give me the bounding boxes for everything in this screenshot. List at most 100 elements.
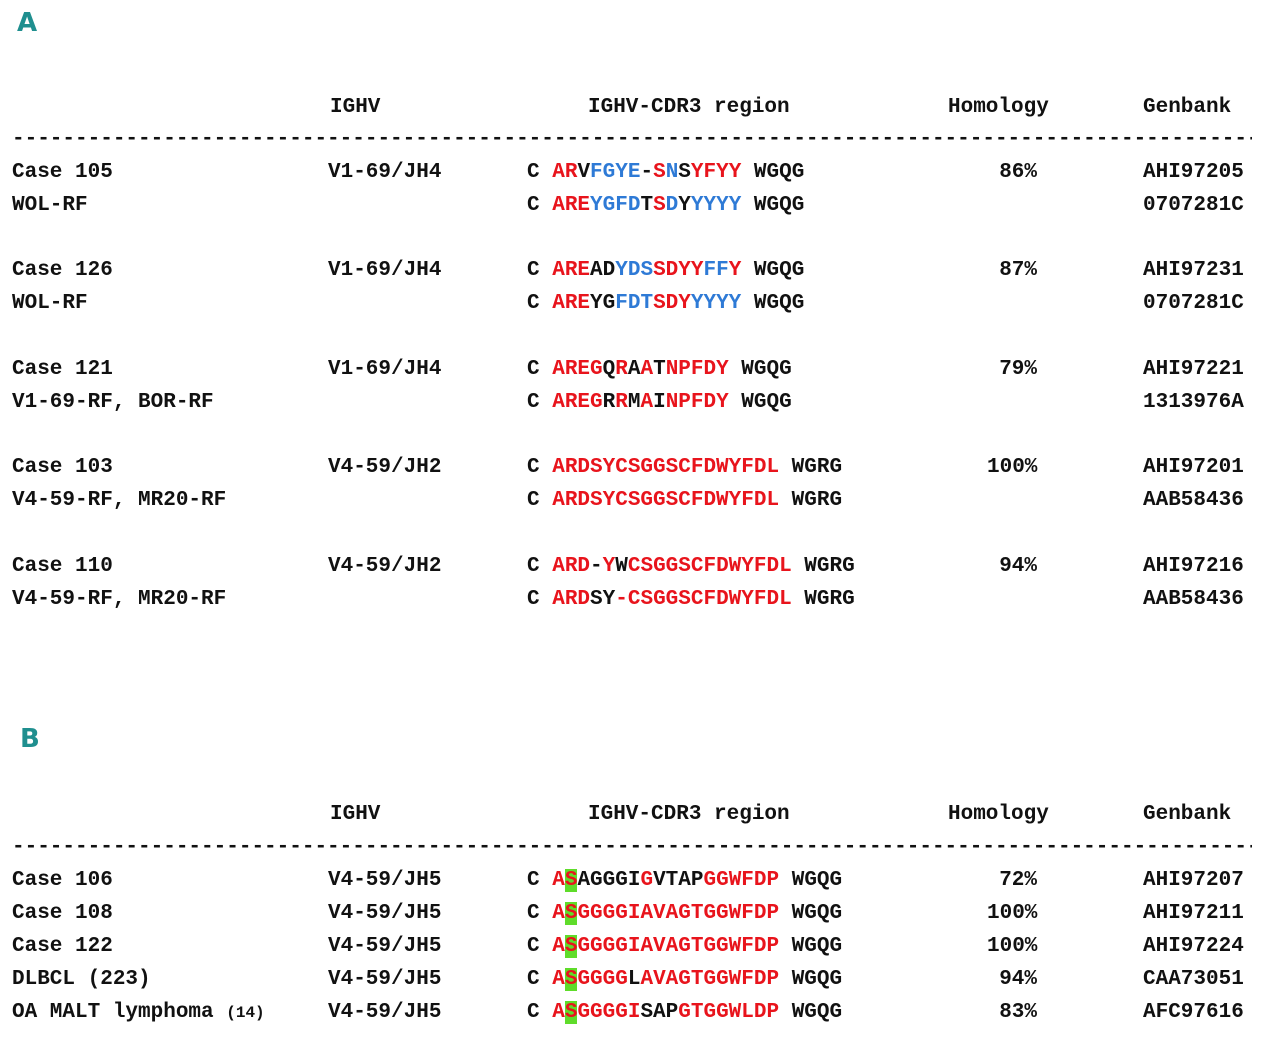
sequence-segment: SAP xyxy=(640,1001,679,1024)
sequence-segment: R xyxy=(615,358,628,381)
alignment-row: WOL-RF C AREYGFDTSDYYYYY WGQG 0707281C xyxy=(0,194,1280,222)
sequence-segment: ARE xyxy=(552,259,591,282)
genbank-accession: AHI97207 xyxy=(1143,869,1244,892)
genbank-accession: AAB58436 xyxy=(1143,489,1244,512)
sequence-segment: AD xyxy=(590,259,616,282)
homology-value: 94% xyxy=(999,968,1037,991)
sequence-segment: WGQG xyxy=(779,902,843,925)
sequence-segment: T xyxy=(653,358,666,381)
sequence-segment: ARD xyxy=(552,555,591,578)
sequence-segment: D xyxy=(665,194,679,217)
sequence-segment: FGYE xyxy=(590,161,641,184)
alignment-row: WOL-RF C AREYGFDTSDYYYYY WGQG 0707281C xyxy=(0,292,1280,320)
sequence-segment: AREG xyxy=(552,358,603,381)
genbank-accession: AHI97211 xyxy=(1143,902,1244,925)
sequence-segment: WGQG xyxy=(779,968,843,991)
sequence-segment: WGQG xyxy=(779,1001,843,1024)
sequence-segment: V xyxy=(577,161,591,184)
sequence-segment: S xyxy=(678,161,691,184)
cdr3-sequence: C ASGGGGISAPGTGGWLDP WGQG xyxy=(527,1001,842,1024)
sequence-segment: WGQG xyxy=(728,358,792,381)
ighv-gene: V4-59/JH5 xyxy=(328,935,442,958)
sequence-segment: A xyxy=(552,1001,565,1024)
alignment-row: V4-59-RF, MR20-RF C ARDSYCSGGSCFDWYFDL WG… xyxy=(0,489,1280,517)
sequence-segment: - xyxy=(640,161,654,184)
genbank-accession: AHI97221 xyxy=(1143,358,1244,381)
genbank-accession: AHI97231 xyxy=(1143,259,1244,282)
sequence-segment: WGRG xyxy=(791,555,855,578)
sequence-segment: N xyxy=(665,161,679,184)
sequence-segment: I xyxy=(653,391,666,414)
sequence-segment: Y xyxy=(602,555,616,578)
sequence-segment: R xyxy=(615,391,628,414)
sequence-segment: C xyxy=(527,391,553,414)
sequence-segment: YDS xyxy=(615,259,654,282)
genbank-accession: AHI97224 xyxy=(1143,935,1244,958)
sequence-segment: - xyxy=(615,588,628,611)
sequence-segment: C xyxy=(527,968,553,991)
sequence-segment: GGGGI xyxy=(577,1001,641,1024)
sequence-segment: YFYY xyxy=(690,161,742,184)
sequence-segment: A xyxy=(552,968,565,991)
sequence-segment: GGWFDP xyxy=(703,869,780,892)
sequence-name-text: V1-69-RF, BOR-RF xyxy=(12,391,214,414)
sequence-segment: C xyxy=(527,869,553,892)
sequence-segment: NPFDY xyxy=(665,391,729,414)
homology-value: 100% xyxy=(987,935,1038,958)
ighv-gene: V1-69/JH4 xyxy=(328,259,442,282)
sequence-segment: WGQG xyxy=(741,259,805,282)
genbank-accession: AHI97216 xyxy=(1143,555,1244,578)
sequence-name-reference: (223) xyxy=(87,968,151,991)
homology-value: 100% xyxy=(987,456,1038,479)
cdr3-sequence: C ARDSYCSGGSCFDWYFDL WGRG xyxy=(527,456,842,479)
homology-value: 86% xyxy=(999,161,1037,184)
sequence-segment: A xyxy=(552,902,565,925)
sequence-segment: T xyxy=(640,194,654,217)
genbank-accession: AAB58436 xyxy=(1143,588,1244,611)
cdr3-sequence: C ARD-YWCSGGSCFDWYFDL WGRG xyxy=(527,555,855,578)
ighv-gene: V1-69/JH4 xyxy=(328,161,442,184)
sequence-segment: WGQG xyxy=(741,292,805,315)
highlighted-residue: S xyxy=(564,902,578,925)
genbank-column-header: Genbank xyxy=(1143,803,1232,826)
sequence-segment: YYYY xyxy=(690,292,742,315)
ighv-gene: V4-59/JH5 xyxy=(328,902,442,925)
cdr3-sequence: C ASGGGGIAVAGTGGWFDP WGQG xyxy=(527,935,842,958)
sequence-name-text: Case 121 xyxy=(12,358,113,381)
highlighted-residue: S xyxy=(564,1001,578,1024)
sequence-name-text: V4-59-RF, MR20-RF xyxy=(12,588,227,611)
sequence-name: WOL-RF xyxy=(12,194,88,217)
sequence-segment: ARDSYCSGGSCFDWYFDL xyxy=(552,489,780,512)
ighv-gene: V4-59/JH5 xyxy=(328,869,442,892)
alignment-row: Case 103 V4-59/JH2 C ARDSYCSGGSCFDWYFDL WG… xyxy=(0,456,1280,484)
highlighted-residue: S xyxy=(564,935,578,958)
ighv-gene: V4-59/JH5 xyxy=(328,968,442,991)
sequence-name-text: Case 106 xyxy=(12,869,113,892)
homology-value: 87% xyxy=(999,259,1037,282)
ighv-gene: V4-59/JH2 xyxy=(328,456,442,479)
sequence-segment: A xyxy=(627,358,641,381)
sequence-segment: WGQG xyxy=(741,161,805,184)
sequence-name-text: Case 103 xyxy=(12,456,113,479)
sequence-name: Case 122 xyxy=(12,935,113,958)
sequence-segment: C xyxy=(527,161,553,184)
highlighted-residue: S xyxy=(564,968,578,991)
sequence-segment: GGGG xyxy=(577,968,628,991)
sequence-segment: A xyxy=(640,391,654,414)
cdr3-sequence: C AREGQRAATNPFDY WGQG xyxy=(527,358,792,381)
cdr3-sequence: C ASGGGGIAVAGTGGWFDP WGQG xyxy=(527,902,842,925)
genbank-accession: CAA73051 xyxy=(1143,968,1244,991)
genbank-column-header: Genbank xyxy=(1143,96,1232,119)
sequence-segment: YGFD xyxy=(590,194,641,217)
sequence-name-text: Case 105 xyxy=(12,161,113,184)
sequence-segment: A xyxy=(552,935,565,958)
sequence-segment: C xyxy=(527,555,553,578)
alignment-row: Case 105 V1-69/JH4 C ARVFGYE-SNSYFYY WGQG 8… xyxy=(0,161,1280,189)
sequence-name-text: Case 110 xyxy=(12,555,113,578)
divider-line: ----------------------------------------… xyxy=(12,128,1252,151)
genbank-accession: AFC97616 xyxy=(1143,1001,1244,1024)
alignment-row: OA MALT lymphoma (14) V4-59/JH5 C ASGGGGIS… xyxy=(0,1001,1280,1029)
homology-value: 72% xyxy=(999,869,1037,892)
genbank-accession: 1313976A xyxy=(1143,391,1244,414)
alignment-row: Case 108 V4-59/JH5 C ASGGGGIAVAGTGGWFDP WG… xyxy=(0,902,1280,930)
